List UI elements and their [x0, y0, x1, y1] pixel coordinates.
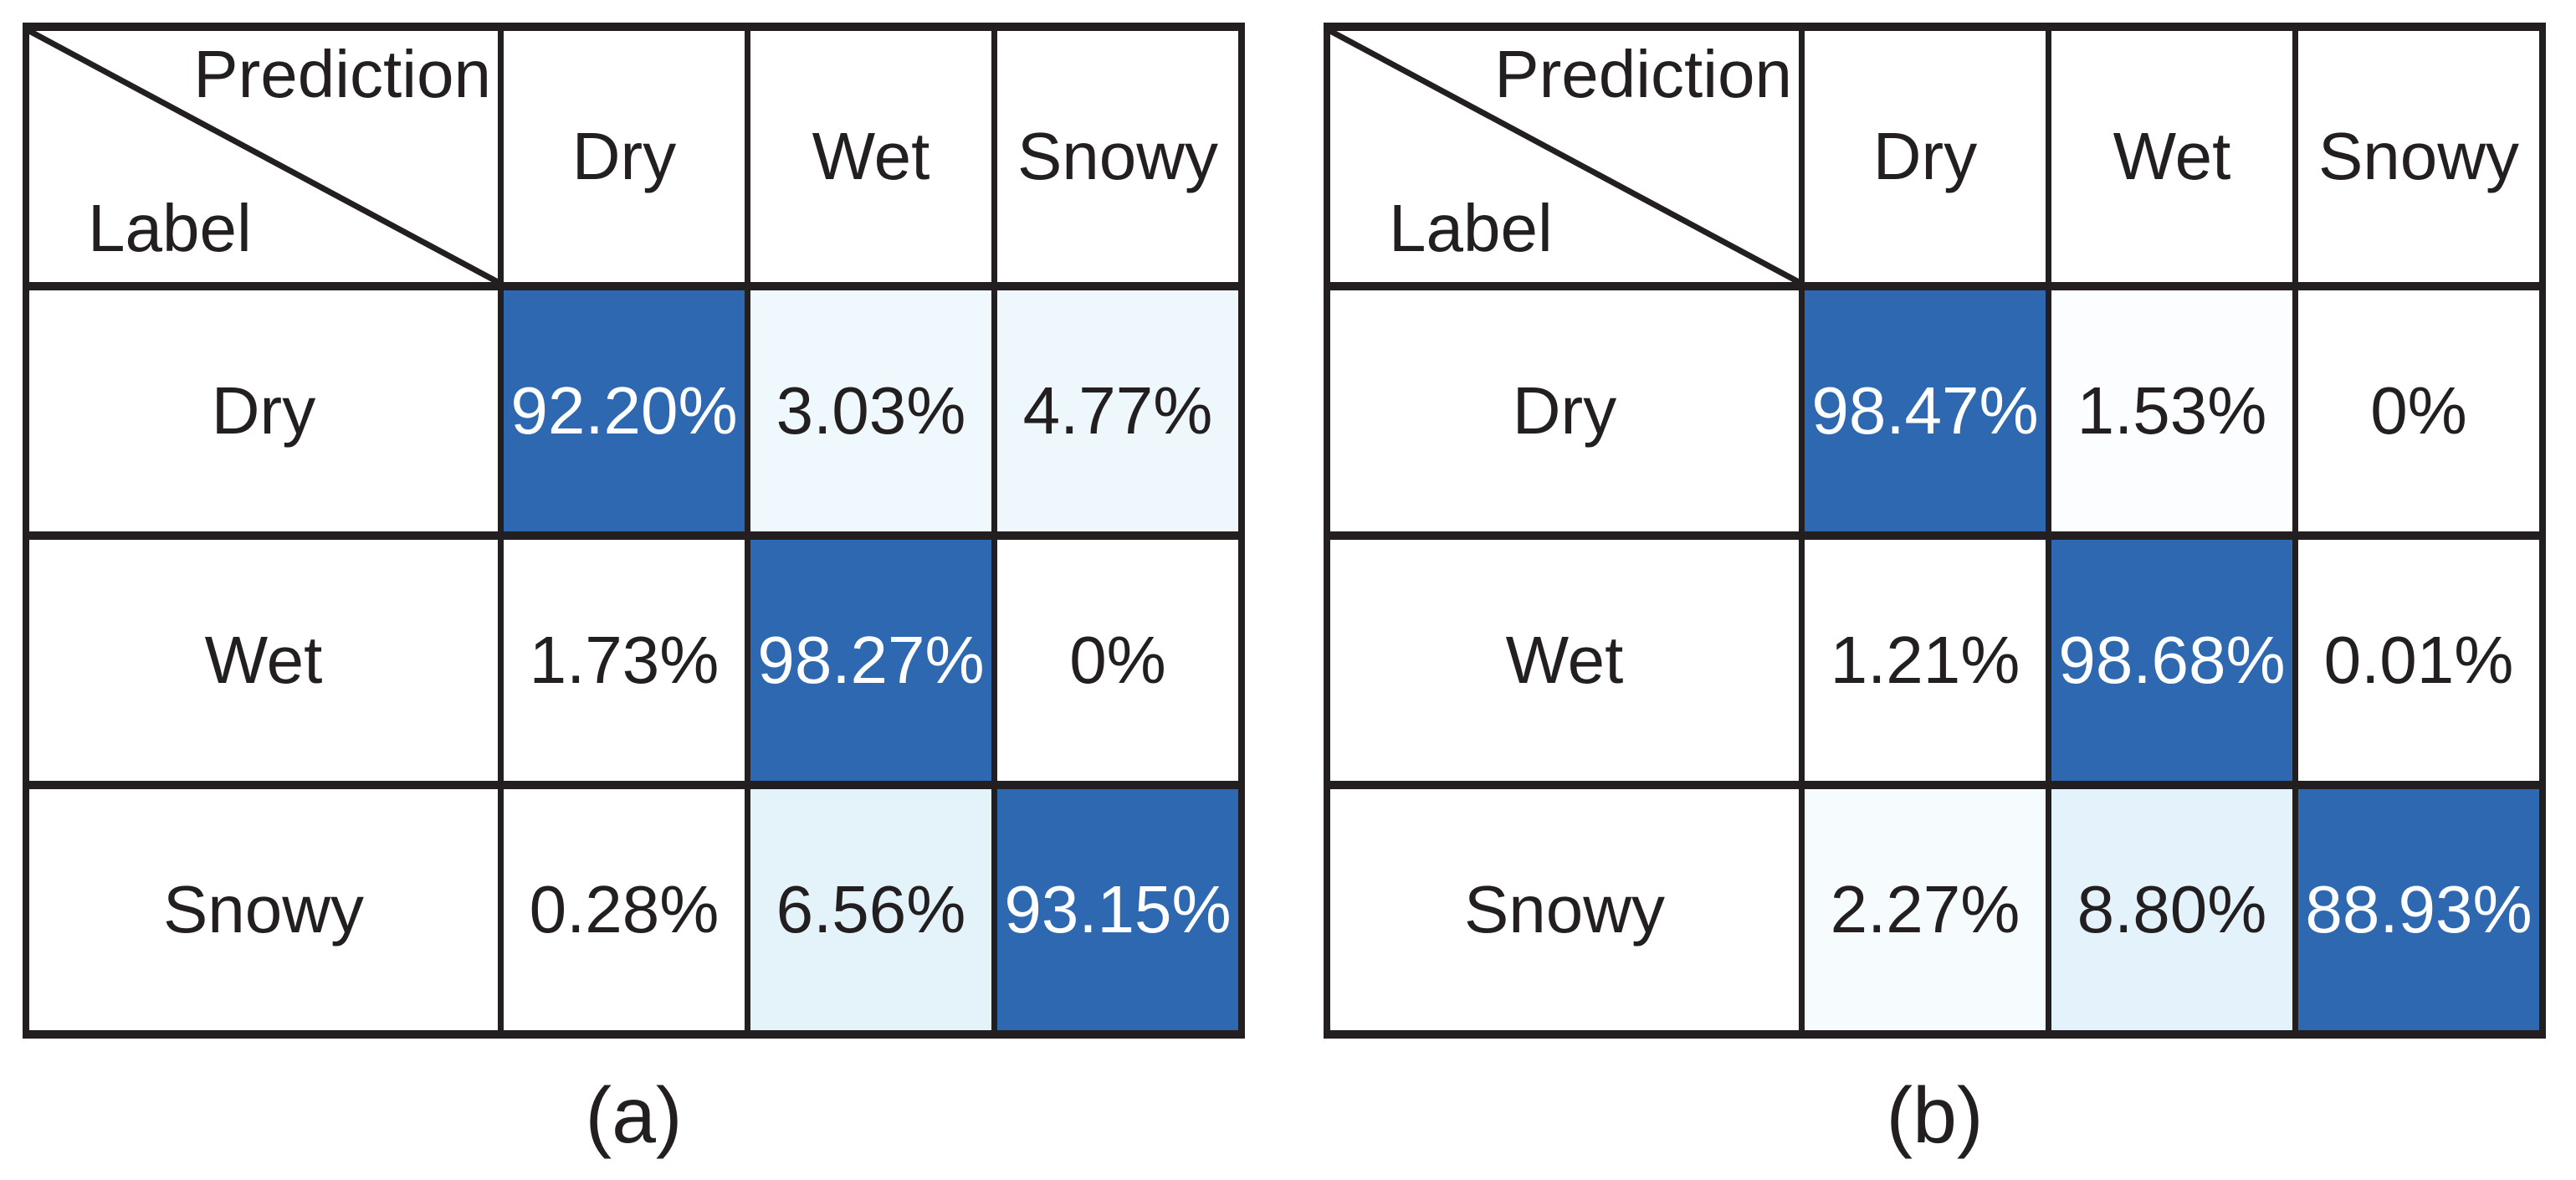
- matrix-cell: 8.80%: [2051, 789, 2292, 1030]
- matrix-cell: 88.93%: [2298, 789, 2539, 1030]
- matrix-cell: 98.68%: [2051, 540, 2292, 781]
- row-label-wet: Wet: [1330, 540, 1799, 781]
- col-header-dry: Dry: [504, 31, 745, 282]
- row-label-dry: Dry: [29, 290, 498, 531]
- row-label-wet: Wet: [29, 540, 498, 781]
- caption-b: (b): [1886, 1071, 1984, 1160]
- matrix-cell: 4.77%: [997, 290, 1238, 531]
- label-axis-label: Label: [88, 191, 252, 265]
- confusion-matrix-a: Prediction Label Dry Wet Snowy Dry 92.20…: [23, 23, 1245, 1160]
- row-label-snowy: Snowy: [1330, 789, 1799, 1030]
- label-axis-label: Label: [1389, 191, 1553, 265]
- matrix-cell: 0.28%: [504, 789, 745, 1030]
- prediction-axis-label: Prediction: [193, 37, 491, 111]
- matrix-cell: 0%: [2298, 290, 2539, 531]
- caption-a: (a): [585, 1071, 683, 1160]
- matrix-cell: 92.20%: [504, 290, 745, 531]
- diagonal-line: [29, 31, 498, 282]
- matrix-cell: 3.03%: [750, 290, 991, 531]
- matrix-cell: 6.56%: [750, 789, 991, 1030]
- col-header-wet: Wet: [750, 31, 991, 282]
- diagonal-line: [1330, 31, 1799, 282]
- col-header-dry: Dry: [1805, 31, 2046, 282]
- matrix-cell: 0%: [997, 540, 1238, 781]
- prediction-axis-label: Prediction: [1494, 37, 1792, 111]
- row-label-dry: Dry: [1330, 290, 1799, 531]
- row-label-snowy: Snowy: [29, 789, 498, 1030]
- matrix-cell: 1.73%: [504, 540, 745, 781]
- matrix-cell: 1.53%: [2051, 290, 2292, 531]
- matrix-cell: 0.01%: [2298, 540, 2539, 781]
- col-header-snowy: Snowy: [2298, 31, 2539, 282]
- corner-cell-a: Prediction Label: [29, 31, 498, 282]
- col-header-wet: Wet: [2051, 31, 2292, 282]
- corner-cell-b: Prediction Label: [1330, 31, 1799, 282]
- matrix-cell: 2.27%: [1805, 789, 2046, 1030]
- matrix-cell: 98.47%: [1805, 290, 2046, 531]
- matrix-cell: 1.21%: [1805, 540, 2046, 781]
- confusion-matrix-b: Prediction Label Dry Wet Snowy Dry 98.47…: [1324, 23, 2546, 1160]
- matrix-cell: 93.15%: [997, 789, 1238, 1030]
- matrix-grid-a: Prediction Label Dry Wet Snowy Dry 92.20…: [23, 23, 1245, 1039]
- col-header-snowy: Snowy: [997, 31, 1238, 282]
- matrix-cell: 98.27%: [750, 540, 991, 781]
- matrix-grid-b: Prediction Label Dry Wet Snowy Dry 98.47…: [1324, 23, 2546, 1039]
